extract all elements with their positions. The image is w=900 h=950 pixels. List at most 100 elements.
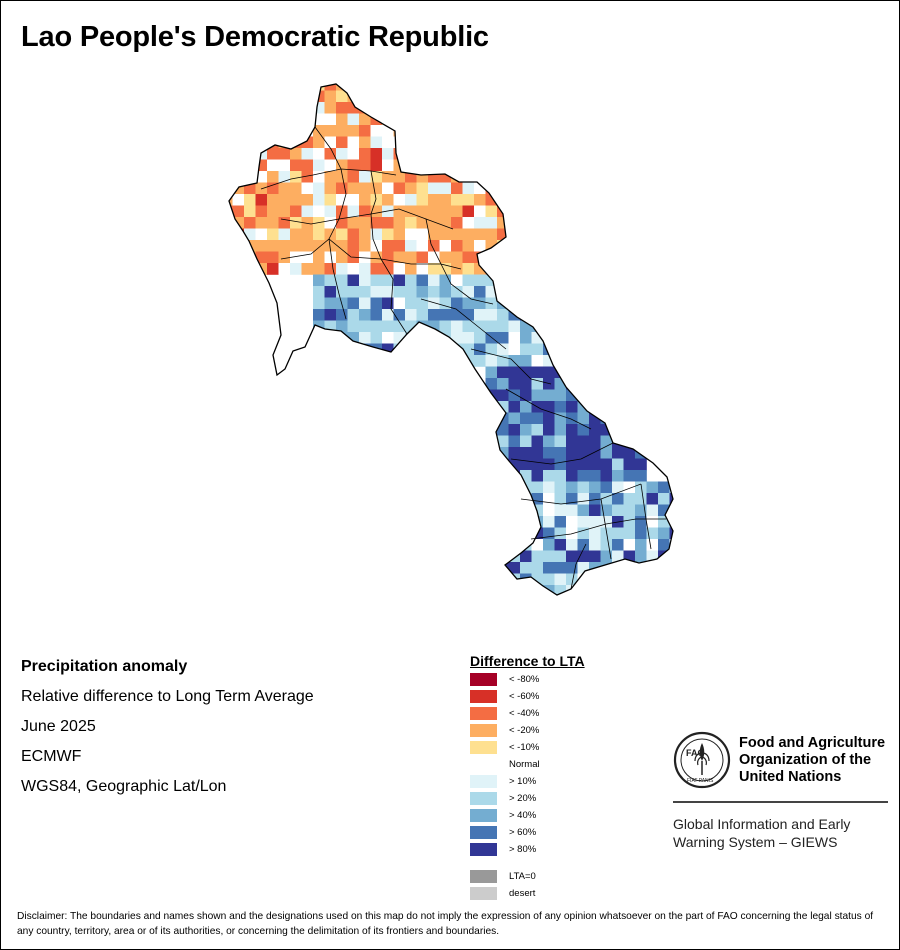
anomaly-cell [267, 171, 279, 183]
anomaly-cell [290, 251, 302, 264]
anomaly-cell [439, 90, 452, 103]
anomaly-cell [612, 378, 624, 390]
anomaly-cell [485, 401, 498, 413]
anomaly-cell [370, 274, 383, 287]
anomaly-cell [508, 113, 521, 126]
anomaly-cell [370, 205, 383, 218]
anomaly-cell [462, 171, 475, 183]
legend-item: < -60% [470, 689, 539, 703]
anomaly-cell [336, 320, 348, 333]
anomaly-cell [313, 194, 325, 206]
anomaly-cell [635, 389, 647, 402]
anomaly-cell [612, 527, 624, 540]
anomaly-cell [290, 125, 302, 137]
anomaly-cell [324, 286, 337, 298]
anomaly-cell [370, 136, 383, 149]
anomaly-cell [229, 84, 233, 91]
anomaly-cell [416, 136, 429, 149]
anomaly-cell [313, 286, 325, 298]
anomaly-cell [474, 263, 486, 275]
anomaly-cell [405, 205, 417, 218]
anomaly-cell [658, 516, 670, 528]
anomaly-cell [474, 159, 486, 172]
anomaly-cell [370, 171, 383, 183]
anomaly-cell [531, 562, 544, 574]
anomaly-cell [405, 355, 417, 367]
anomaly-cell [382, 148, 394, 160]
anomaly-cell [232, 263, 245, 275]
anomaly-cell [658, 562, 670, 574]
anomaly-cell [267, 194, 279, 206]
anomaly-cell [393, 263, 406, 275]
anomaly-cell [462, 240, 475, 252]
anomaly-cell [520, 274, 532, 287]
legend-item: > 20% [470, 791, 536, 805]
anomaly-cell [612, 389, 624, 402]
anomaly-cell [485, 205, 498, 218]
anomaly-cell [646, 527, 659, 540]
anomaly-cell [428, 286, 440, 298]
anomaly-cell [405, 297, 417, 310]
anomaly-cell [313, 84, 325, 91]
anomaly-cell [428, 297, 440, 310]
anomaly-cell [336, 90, 348, 103]
anomaly-cell [393, 320, 406, 333]
anomaly-cell [336, 332, 348, 344]
anomaly-cell [497, 251, 509, 264]
anomaly-cell [485, 355, 498, 367]
anomaly-cell [428, 102, 440, 114]
anomaly-cell [462, 286, 475, 298]
anomaly-cell [577, 527, 590, 540]
anomaly-cell [336, 205, 348, 218]
anomaly-cell [324, 343, 337, 356]
anomaly-cell [658, 573, 670, 586]
anomaly-cell [451, 136, 463, 149]
legend-item: < -80% [470, 672, 539, 686]
anomaly-cell [416, 102, 429, 114]
anomaly-cell [623, 493, 636, 505]
anomaly-cell [520, 504, 532, 517]
anomaly-cell [428, 309, 440, 321]
anomaly-cell [543, 527, 555, 540]
anomaly-cell [543, 470, 555, 482]
anomaly-cell [313, 343, 325, 356]
province-boundary [425, 218, 462, 270]
anomaly-cell [232, 240, 245, 252]
province-boundary [328, 238, 347, 320]
anomaly-cell [324, 84, 337, 91]
anomaly-cell [474, 217, 486, 229]
province-boundary [260, 168, 397, 190]
info-variable: Relative difference to Long Term Average [21, 688, 314, 705]
anomaly-cell [229, 228, 233, 241]
disclaimer: Disclaimer: The boundaries and names sho… [17, 911, 874, 937]
anomaly-cell [324, 113, 337, 126]
anomaly-cell [290, 159, 302, 172]
anomaly-cell [428, 125, 440, 137]
anomaly-cell [497, 435, 509, 448]
legend-swatch [470, 791, 497, 805]
anomaly-cell [244, 263, 256, 275]
anomaly-cell [508, 527, 521, 540]
anomaly-cell [370, 320, 383, 333]
anomaly-cell [359, 332, 371, 344]
anomaly-cell [635, 516, 647, 528]
anomaly-cell [229, 217, 233, 229]
anomaly-cell [520, 585, 532, 595]
anomaly-cell [290, 171, 302, 183]
anomaly-cell [589, 458, 601, 471]
anomaly-cell [508, 366, 521, 379]
anomaly-cell [531, 435, 544, 448]
anomaly-cell [451, 182, 463, 195]
anomaly-cell [485, 182, 498, 195]
anomaly-cell [508, 412, 521, 425]
anomaly-cell [313, 102, 325, 114]
anomaly-cell [531, 481, 544, 494]
legend-label: > 60% [509, 826, 537, 838]
anomaly-cell [462, 205, 475, 218]
anomaly-cell [255, 90, 268, 103]
anomaly-cell [497, 332, 509, 344]
anomaly-cell [669, 493, 673, 505]
anomaly-cell [520, 297, 532, 310]
anomaly-cell [589, 424, 601, 436]
anomaly-cell [623, 412, 636, 425]
